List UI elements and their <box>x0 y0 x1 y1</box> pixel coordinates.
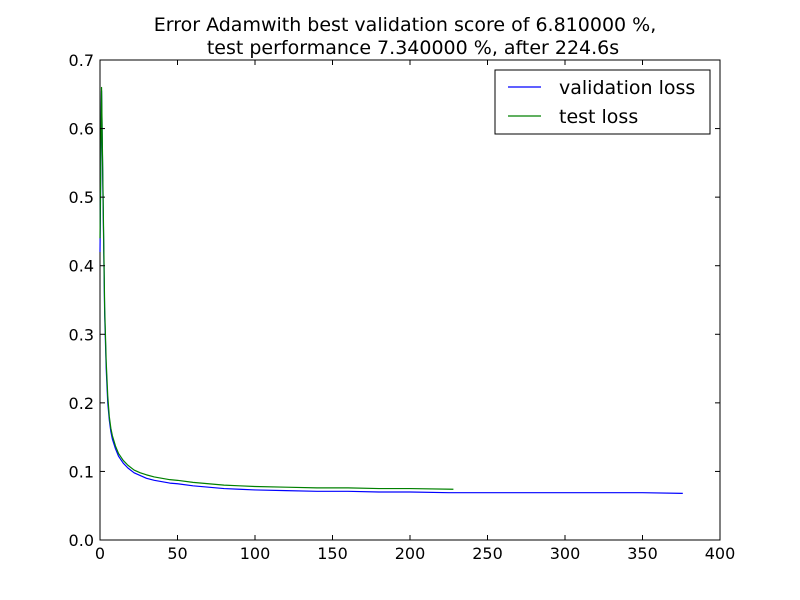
series-layer <box>99 86 683 494</box>
x-tick-label: 50 <box>167 544 187 563</box>
x-tick-label: 300 <box>550 544 581 563</box>
y-tick-label: 0.6 <box>69 120 94 139</box>
chart-title-line-2: test performance 7.340000 %, after 224.6… <box>207 37 619 59</box>
x-tick-label: 400 <box>705 544 736 563</box>
x-tick-label: 250 <box>472 544 503 563</box>
x-tick-label: 100 <box>240 544 271 563</box>
y-tick-label: 0.7 <box>69 51 94 70</box>
chart-title-line-1: Error Adamwith best validation score of … <box>154 14 657 36</box>
x-tick-label: 350 <box>627 544 658 563</box>
y-tick-label: 0.3 <box>69 325 94 344</box>
y-tick-label: 0.2 <box>69 394 94 413</box>
x-tick-label: 200 <box>395 544 426 563</box>
series-line-1 <box>99 86 454 490</box>
axis-ticks: 0 50 100 150 200 250 300 350 400 0.0 0.1 0.2 0.3 0.4 0… <box>69 51 736 563</box>
x-tick-label: 0 <box>95 544 105 563</box>
legend-box <box>494 69 711 135</box>
y-tick-label: 0.5 <box>69 188 94 207</box>
legend-label-0: validation loss <box>559 77 695 99</box>
plot-area <box>99 59 721 541</box>
y-tick-label: 0.0 <box>69 531 94 550</box>
legend: validation loss test loss <box>494 69 711 135</box>
legend-label-1: test loss <box>559 106 638 128</box>
y-tick-label: 0.4 <box>69 257 94 276</box>
y-tick-label: 0.1 <box>69 462 94 481</box>
x-tick-label: 150 <box>317 544 348 563</box>
plot-background <box>100 60 720 540</box>
